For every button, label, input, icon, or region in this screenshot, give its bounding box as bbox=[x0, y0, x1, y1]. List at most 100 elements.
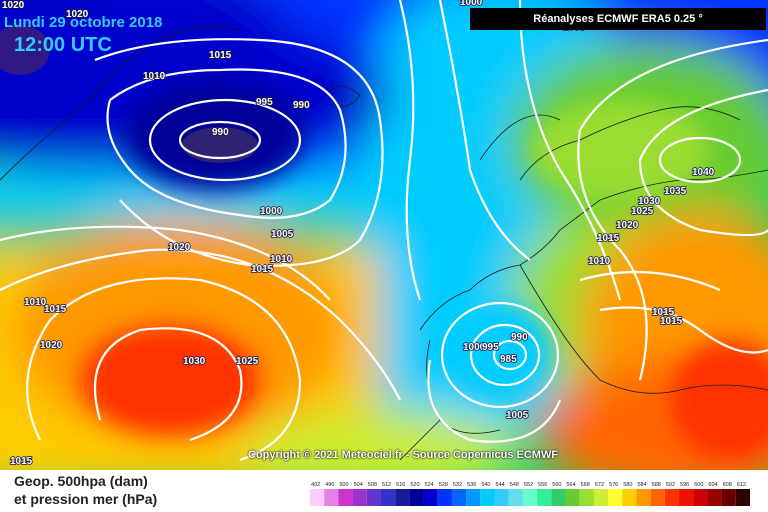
isobar-label: 1015 bbox=[660, 316, 683, 327]
scale-label: 524 bbox=[425, 482, 434, 488]
scale-label: 540 bbox=[481, 482, 490, 488]
isobar-label: 1020 bbox=[2, 0, 25, 11]
scale-swatch bbox=[579, 489, 594, 506]
reanalysis-title: Réanalyses ECMWF ERA5 0.25 ° bbox=[470, 8, 766, 30]
isobar-labels: 1020102010001005101510109959909901000100… bbox=[1, 0, 715, 468]
scale-label: 508 bbox=[368, 482, 377, 488]
isobar-label: 1000 bbox=[260, 206, 283, 217]
scale-swatch bbox=[593, 489, 609, 506]
scale-swatch bbox=[310, 489, 325, 506]
scale-swatch bbox=[338, 489, 353, 506]
scale-label: 592 bbox=[666, 482, 675, 488]
isobar-label: 1015 bbox=[652, 307, 675, 318]
legend-line-pressure: et pression mer (hPa) bbox=[14, 491, 158, 507]
scale-swatch bbox=[480, 489, 495, 506]
scale-label: 564 bbox=[566, 482, 575, 488]
scale-label: 548 bbox=[510, 482, 519, 488]
time-label: 12:00 UTC bbox=[14, 34, 112, 56]
scale-swatch bbox=[380, 489, 396, 506]
scale-label: 560 bbox=[552, 482, 561, 488]
scale-swatch bbox=[451, 489, 467, 506]
isobar-label: 990 bbox=[511, 332, 528, 343]
isobar-label: 1035 bbox=[664, 186, 687, 197]
isobar-label: 1000 bbox=[463, 342, 486, 353]
scale-label: 584 bbox=[637, 482, 646, 488]
isobar-label: 1015 bbox=[44, 304, 67, 315]
isobar-label: 1025 bbox=[631, 206, 654, 217]
scale-swatch bbox=[395, 489, 410, 506]
scale-label: 516 bbox=[396, 482, 405, 488]
scale-label: 504 bbox=[354, 482, 363, 488]
isobar-label: 1005 bbox=[271, 229, 294, 240]
isobar-label: 1010 bbox=[143, 71, 166, 82]
scale-swatch bbox=[565, 489, 580, 506]
scale-label: 588 bbox=[652, 482, 661, 488]
scale-label: 556 bbox=[538, 482, 547, 488]
isobar-label: 1020 bbox=[168, 242, 191, 253]
isobar-label: 1015 bbox=[251, 264, 274, 275]
isobar-label: 1010 bbox=[270, 254, 293, 265]
scale-swatch bbox=[664, 489, 680, 506]
scale-label: 600 bbox=[694, 482, 703, 488]
isobar-label: 1020 bbox=[66, 9, 89, 20]
scale-label: 492 bbox=[311, 482, 320, 488]
isobar-label: 1015 bbox=[10, 456, 33, 467]
isobar-label: 995 bbox=[482, 342, 499, 353]
scale-swatch bbox=[707, 489, 722, 506]
scale-label: 500 bbox=[339, 482, 348, 488]
isobar-label: 1030 bbox=[638, 196, 661, 207]
scale-label: 608 bbox=[723, 482, 732, 488]
scale-label: 512 bbox=[382, 482, 391, 488]
isobar-label: 995 bbox=[256, 97, 273, 108]
scale-swatch bbox=[721, 489, 736, 506]
isobar-label: 985 bbox=[500, 354, 517, 365]
scale-label: 572 bbox=[595, 482, 604, 488]
isobar-label: 1025 bbox=[236, 356, 259, 367]
scale-swatch bbox=[537, 489, 552, 506]
isobar-label: 1015 bbox=[597, 233, 620, 244]
scale-label: 576 bbox=[609, 482, 618, 488]
scale-label: 580 bbox=[623, 482, 632, 488]
scale-swatch bbox=[494, 489, 509, 506]
scale-label: 612 bbox=[737, 482, 746, 488]
isobars bbox=[0, 0, 768, 462]
scale-swatch bbox=[466, 489, 481, 506]
scale-swatch bbox=[679, 489, 694, 506]
isobar-label: 1010 bbox=[588, 256, 611, 267]
scale-label: 536 bbox=[467, 482, 476, 488]
scale-swatch bbox=[508, 489, 523, 506]
scale-swatch bbox=[366, 489, 381, 506]
scale-swatch bbox=[522, 489, 538, 506]
isobar-label: 1030 bbox=[183, 356, 206, 367]
weather-map: 1020102010001005101510109959909901000100… bbox=[0, 0, 768, 470]
copyright-text: Copyright © 2021 Meteociel.fr - Source C… bbox=[248, 449, 559, 461]
scale-swatch bbox=[735, 489, 750, 506]
scale-label: 552 bbox=[524, 482, 533, 488]
scale-swatch bbox=[551, 489, 566, 506]
scale-swatch bbox=[622, 489, 637, 506]
isobar-label: 1020 bbox=[40, 340, 63, 351]
date-label: Lundi 29 octobre 2018 bbox=[4, 14, 163, 31]
scale-label: 604 bbox=[708, 482, 717, 488]
scale-swatch bbox=[693, 489, 708, 506]
scale-swatch bbox=[437, 489, 452, 506]
scale-swatch bbox=[409, 489, 424, 506]
scale-swatch bbox=[423, 489, 438, 506]
isobar-label: 990 bbox=[212, 127, 229, 138]
scale-swatch bbox=[636, 489, 651, 506]
scale-swatch bbox=[324, 489, 339, 506]
isobar-label: 1015 bbox=[209, 50, 232, 61]
scale-label: 544 bbox=[496, 482, 505, 488]
scale-label: 496 bbox=[325, 482, 334, 488]
isobar-label: 990 bbox=[293, 100, 310, 111]
legend-line-geopotential: Geop. 500hpa (dam) bbox=[14, 473, 148, 489]
scale-label: 568 bbox=[581, 482, 590, 488]
isobar-label: 1020 bbox=[616, 220, 639, 231]
scale-swatch bbox=[608, 489, 623, 506]
geopotential-field: 1020102010001005101510109959909901000100… bbox=[0, 0, 768, 470]
scale-label: 520 bbox=[410, 482, 419, 488]
scale-label: 596 bbox=[680, 482, 689, 488]
scale-label: 532 bbox=[453, 482, 462, 488]
scale-swatch bbox=[352, 489, 367, 506]
isobar-label: 1005 bbox=[506, 410, 529, 421]
